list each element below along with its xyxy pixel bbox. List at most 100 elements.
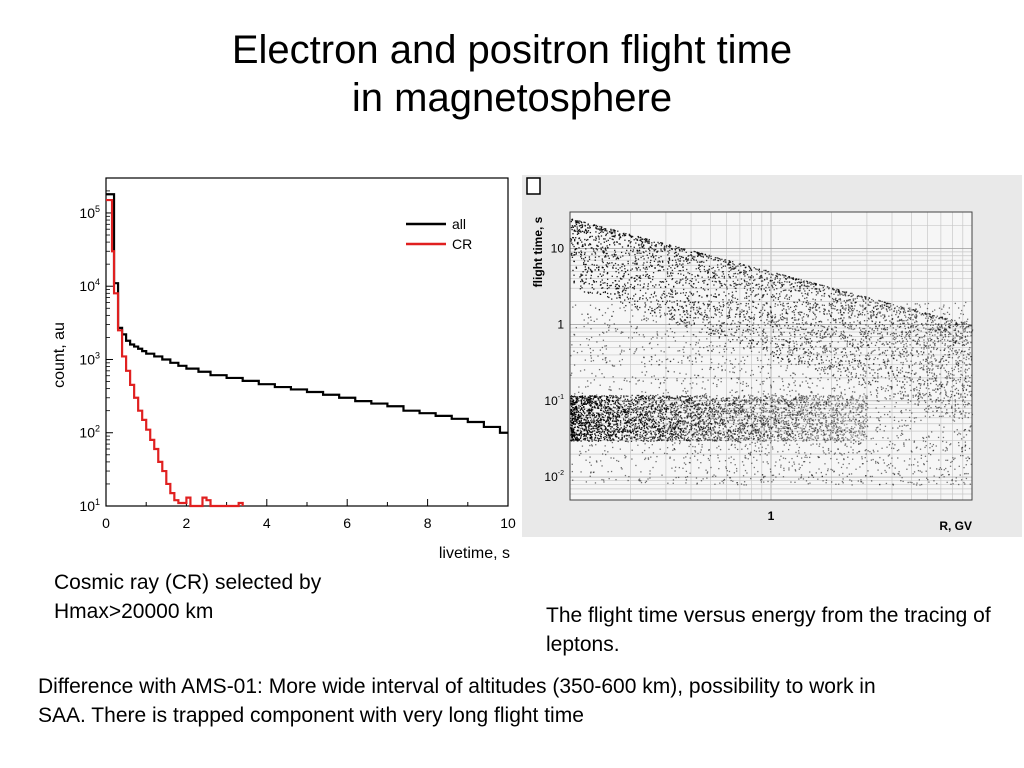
- scatter-point: [604, 256, 606, 258]
- left-xtick-label: 4: [263, 515, 271, 531]
- scatter-point: [776, 343, 778, 345]
- scatter-point: [940, 330, 942, 333]
- scatter-point: [712, 305, 715, 308]
- scatter-point: [737, 303, 740, 305]
- scatter-point: [902, 397, 904, 399]
- scatter-point: [756, 268, 758, 271]
- scatter-point: [927, 302, 930, 305]
- scatter-point: [614, 235, 616, 237]
- scatter-point: [830, 365, 832, 368]
- scatter-point: [804, 297, 806, 300]
- scatter-point: [595, 226, 597, 228]
- scatter-point: [698, 264, 700, 267]
- scatter-point: [957, 335, 959, 337]
- scatter-point: [639, 247, 641, 249]
- scatter-point: [656, 299, 658, 301]
- scatter-point: [613, 244, 616, 246]
- scatter-point: [676, 378, 678, 380]
- scatter-point: [741, 390, 743, 392]
- scatter-point: [674, 267, 676, 269]
- scatter-point: [595, 238, 597, 240]
- scatter-point: [663, 248, 665, 250]
- scatter-point: [840, 371, 842, 373]
- scatter-point: [716, 345, 718, 348]
- scatter-point: [872, 350, 874, 352]
- scatter-point: [676, 280, 678, 282]
- scatter-point: [853, 360, 856, 362]
- scatter-point: [957, 368, 960, 370]
- scatter-point: [661, 260, 664, 262]
- scatter-point: [809, 377, 811, 380]
- scatter-point: [936, 407, 938, 409]
- scatter-point: [707, 276, 710, 278]
- scatter-point: [925, 328, 927, 330]
- scatter-point: [916, 321, 918, 323]
- scatter-point: [809, 482, 811, 484]
- scatter-point: [932, 389, 934, 391]
- scatter-point: [938, 383, 941, 386]
- scatter-point: [864, 364, 866, 367]
- scatter-point: [628, 337, 630, 339]
- scatter-point: [745, 305, 747, 307]
- scatter-point: [721, 267, 723, 269]
- scatter-point: [939, 393, 941, 395]
- scatter-point: [927, 323, 929, 326]
- scatter-point: [843, 354, 845, 357]
- scatter-point: [805, 480, 808, 482]
- scatter-point: [965, 326, 968, 328]
- scatter-point: [957, 392, 960, 395]
- scatter-point: [746, 284, 748, 287]
- scatter-point: [729, 264, 731, 266]
- scatter-point: [798, 313, 800, 315]
- scatter-point: [913, 329, 916, 332]
- scatter-point: [970, 381, 972, 384]
- scatter-point: [579, 432, 582, 434]
- scatter-point: [834, 347, 836, 350]
- scatter-point: [581, 230, 584, 233]
- scatter-point: [640, 481, 643, 484]
- left-ytick-label: 102: [79, 424, 100, 441]
- scatter-point: [849, 343, 851, 345]
- scatter-point: [744, 267, 747, 269]
- scatter-point: [864, 456, 866, 459]
- scatter-point: [931, 317, 933, 319]
- scatter-point: [919, 336, 921, 339]
- scatter-point: [963, 362, 966, 364]
- scatter-point: [727, 263, 730, 265]
- scatter-point: [600, 243, 602, 245]
- scatter-point: [821, 329, 823, 332]
- scatter-point: [570, 238, 572, 240]
- scatter-point: [660, 418, 663, 420]
- scatter-point: [749, 276, 751, 278]
- scatter-point: [579, 276, 581, 278]
- scatter-point: [941, 331, 944, 334]
- scatter-point: [859, 340, 862, 343]
- scatter-point: [799, 285, 801, 287]
- scatter-point: [962, 322, 964, 324]
- scatter-point: [937, 407, 939, 409]
- scatter-point: [607, 307, 609, 310]
- scatter-point: [611, 235, 613, 237]
- scatter-point: [838, 474, 841, 476]
- scatter-point: [916, 351, 918, 353]
- scatter-point: [576, 248, 578, 250]
- scatter-point: [833, 356, 836, 359]
- scatter-point: [742, 347, 745, 349]
- scatter-point: [576, 233, 579, 236]
- scatter-point: [941, 338, 943, 341]
- scatter-point: [872, 300, 875, 302]
- scatter-point: [882, 317, 885, 319]
- scatter-point: [897, 457, 899, 459]
- scatter-point: [764, 453, 766, 455]
- scatter-point: [825, 420, 828, 422]
- scatter-point: [698, 308, 700, 310]
- scatter-point: [826, 398, 829, 401]
- scatter-point: [579, 429, 582, 432]
- scatter-point: [838, 378, 841, 380]
- scatter-point: [593, 224, 595, 226]
- scatter-point: [959, 410, 961, 413]
- scatter-point: [911, 364, 914, 366]
- scatter-point: [589, 347, 591, 350]
- scatter-point: [901, 476, 903, 479]
- scatter-point: [842, 291, 845, 293]
